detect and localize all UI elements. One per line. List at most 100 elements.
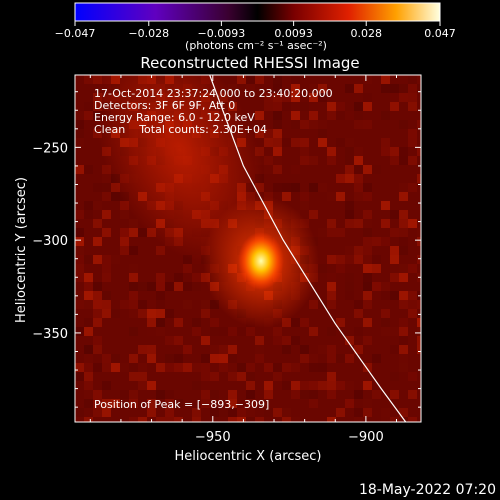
heatmap-cell [282, 408, 291, 417]
heatmap-cell [327, 291, 336, 300]
heatmap-cell [129, 300, 138, 309]
heatmap-cell [408, 372, 417, 381]
colorbar-unit-label: (photons cm⁻² s⁻¹ asec⁻²) [185, 39, 327, 52]
heatmap-cell [309, 390, 318, 399]
heatmap-cell [84, 165, 93, 174]
heatmap-cell [354, 120, 363, 129]
heatmap-cell [111, 399, 120, 408]
heatmap-cell [363, 210, 372, 219]
heatmap-cell [228, 345, 237, 354]
heatmap-cell [273, 372, 282, 381]
heatmap-cell [210, 318, 219, 327]
heatmap-cell [417, 336, 421, 345]
heatmap-cell [75, 300, 84, 309]
heatmap-cell [327, 273, 336, 282]
heatmap-cell [129, 363, 138, 372]
heatmap-cell [237, 417, 246, 422]
colorbar [74, 2, 441, 22]
heatmap-cell [84, 291, 93, 300]
heatmap-cell [309, 93, 318, 102]
heatmap-cell [228, 354, 237, 363]
heatmap-cell [327, 102, 336, 111]
heatmap-cell [237, 327, 246, 336]
heatmap-cell [147, 318, 156, 327]
heatmap-cell [264, 327, 273, 336]
x-tick-label: −900 [348, 430, 384, 445]
heatmap-cell [264, 192, 273, 201]
x-axis-label: Heliocentric X (arcsec) [175, 449, 322, 464]
heatmap-cell [282, 363, 291, 372]
heatmap-cell [417, 84, 421, 93]
heatmap-cell [309, 399, 318, 408]
heatmap-cell [228, 390, 237, 399]
colorbar-ticks [74, 21, 441, 26]
heatmap-cell [300, 156, 309, 165]
heatmap-cell [138, 372, 147, 381]
heatmap-cell [210, 408, 219, 417]
heatmap-cell [282, 345, 291, 354]
heatmap-cell [255, 75, 264, 84]
heatmap-cell [75, 273, 84, 282]
heatmap-cell [399, 345, 408, 354]
heatmap-cell [156, 246, 165, 255]
heatmap-cell [327, 228, 336, 237]
heatmap-cell [84, 354, 93, 363]
heatmap-cell [138, 282, 147, 291]
heatmap-cell [390, 93, 399, 102]
heatmap-cell [273, 75, 282, 84]
heatmap-cell [129, 309, 138, 318]
heatmap-cell [219, 363, 228, 372]
heatmap-cell [246, 363, 255, 372]
x-tick-labels: −950−900−850 [195, 430, 384, 445]
heatmap-cell [399, 291, 408, 300]
heatmap-cell [300, 147, 309, 156]
heatmap-cell [390, 102, 399, 111]
heatmap-cell [84, 372, 93, 381]
heatmap-cell [120, 300, 129, 309]
heatmap-cell [228, 372, 237, 381]
heatmap-cell [408, 156, 417, 165]
heatmap-cell [309, 354, 318, 363]
emission-peak-source [238, 232, 284, 290]
heatmap-cell [183, 363, 192, 372]
heatmap-cell [417, 327, 421, 336]
heatmap-cell [93, 201, 102, 210]
heatmap-cell [372, 354, 381, 363]
heatmap-cell [354, 147, 363, 156]
heatmap-cell [327, 417, 336, 422]
heatmap-cell [138, 417, 147, 422]
heatmap-cell [120, 246, 129, 255]
heatmap-cell [399, 156, 408, 165]
heatmap-cell [318, 93, 327, 102]
heatmap-cell [129, 354, 138, 363]
heatmap-cell [417, 120, 421, 129]
heatmap-cell [219, 408, 228, 417]
heatmap-cell [363, 363, 372, 372]
heatmap-cell [147, 381, 156, 390]
heatmap-cell [93, 390, 102, 399]
heatmap-cell [102, 363, 111, 372]
heatmap-cell [255, 354, 264, 363]
heatmap-cell [246, 372, 255, 381]
heatmap-cell [291, 84, 300, 93]
heatmap-cell [291, 75, 300, 84]
heatmap-cell [417, 228, 421, 237]
heatmap-cell [363, 273, 372, 282]
heatmap-cell [174, 354, 183, 363]
heatmap-cell [156, 300, 165, 309]
heatmap-cell [273, 363, 282, 372]
heatmap-cell [93, 300, 102, 309]
heatmap-cell [165, 399, 174, 408]
heatmap-cell [408, 417, 417, 422]
heatmap-cell [381, 309, 390, 318]
heatmap-cell [201, 336, 210, 345]
heatmap-cell [93, 345, 102, 354]
heatmap-cell [120, 237, 129, 246]
heatmap-cell [354, 102, 363, 111]
heatmap-cell [228, 399, 237, 408]
heatmap-cell [399, 219, 408, 228]
heatmap-cell [363, 282, 372, 291]
heatmap-cell [102, 300, 111, 309]
heatmap-cell [354, 84, 363, 93]
